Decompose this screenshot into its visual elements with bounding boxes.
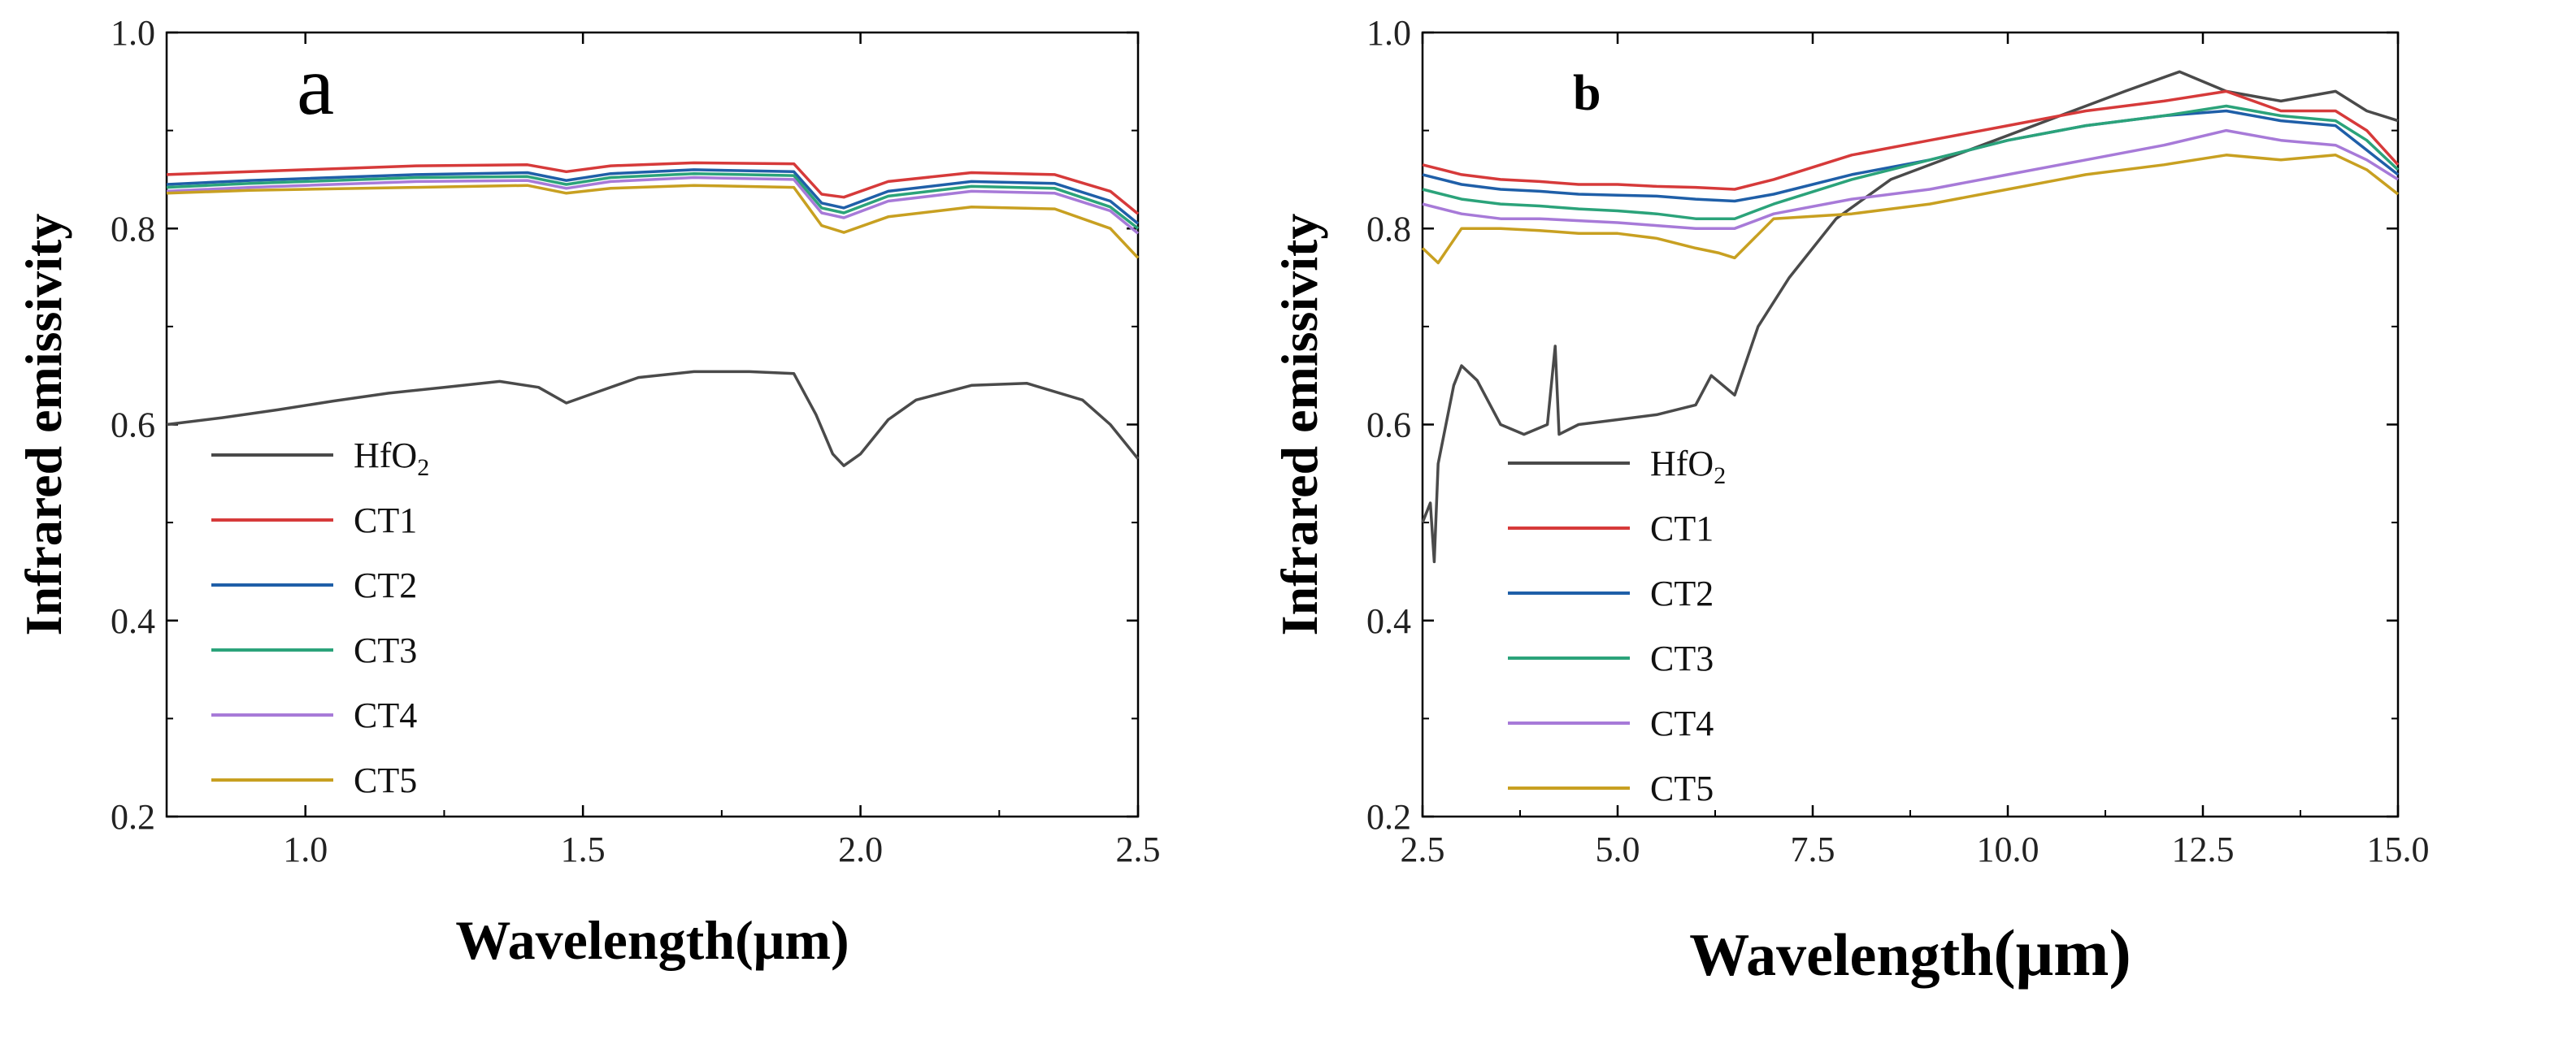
x-tick-label: 12.5 [2172,830,2235,869]
panel-label: b [1573,66,1601,121]
y-tick-label: 0.2 [1366,797,1411,837]
x-tick-label: 2.0 [838,830,883,869]
y-tick-label: 1.0 [1366,13,1411,53]
y-tick-label: 0.6 [1366,405,1411,445]
y-tick-label: 0.2 [111,797,155,837]
panel-label: a [297,39,334,132]
series-line-ct1 [1422,89,2400,191]
y-axis-title: Infrared emissivity [15,214,72,636]
y-tick-label: 0.4 [111,601,155,641]
legend-label: CT3 [1650,639,1714,678]
series-line-ct5 [1421,154,2400,265]
series-line-hfo2 [166,370,1140,467]
panel-a: 0.2 0.4 0.6 0.8 1.0 1.0 1.5 2.0 2.5 HfO2 CT1 CT2 CT3… [15,13,1161,971]
x-tick-label: 1.5 [561,830,606,869]
legend-label: HfO2 [1650,444,1726,489]
legend-label: CT1 [1650,509,1714,548]
series-line-ct4 [166,176,1140,235]
legend-label: CT3 [354,630,417,670]
legend-label: CT4 [354,696,417,735]
y-tick-label: 0.4 [1366,601,1411,641]
legend-label: CT1 [354,500,417,540]
x-axis-unit: (μm) [1993,916,2131,990]
y-tick-label: 1.0 [111,13,155,53]
series-line-ct5 [166,184,1140,259]
legend-subscript: 2 [1714,462,1726,489]
series-line-ct2 [1422,109,2400,203]
panel-b: 0.2 0.4 0.6 0.8 1.0 2.5 5.0 7.5 10.0 12.5 15.0 HfO2… [1271,13,2430,990]
series-line-ct4 [1422,128,2399,230]
x-tick-label: 15.0 [2367,830,2430,869]
legend-label: CT5 [1650,769,1714,808]
series-line-ct3 [1422,104,2400,220]
y-tick-label: 0.8 [111,209,155,249]
x-tick-label: 2.5 [1401,830,1445,869]
x-tick-label: 10.0 [1977,830,2040,869]
y-tick-label: 0.8 [1366,209,1411,249]
series-line-ct3 [166,171,1140,230]
x-axis-title: Wavelength(μm) [1689,916,2131,990]
series-line-ct1 [166,161,1140,215]
y-tick-label: 0.6 [111,405,155,445]
x-tick-label: 2.5 [1116,830,1161,869]
legend-label: CT2 [354,566,417,605]
y-axis-title: Infrared emissivity [1271,214,1328,636]
x-axis-title: Wavelength(μm) [455,909,849,971]
series-line-ct2 [166,168,1140,225]
series-line-hfo2 [1421,70,2399,564]
x-tick-label: 7.5 [1791,830,1835,869]
legend-subscript: 2 [417,454,429,481]
x-tick-label: 1.0 [283,830,328,869]
legend-label: CT4 [1650,704,1714,743]
plot-frame [1421,31,2400,818]
legend-label: CT2 [1650,574,1714,613]
legend-label: HfO2 [354,436,429,481]
x-tick-label: 5.0 [1596,830,1640,869]
plot-frame [165,31,1140,818]
legend-label: CT5 [354,760,417,800]
